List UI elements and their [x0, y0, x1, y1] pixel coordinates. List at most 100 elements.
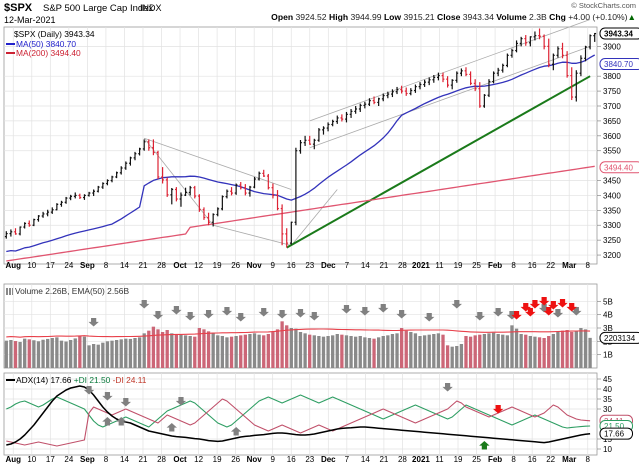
x-axis-label: 28 — [398, 455, 407, 464]
volume-arrow-gray — [451, 300, 462, 309]
volume-arrow-red — [538, 297, 550, 306]
adx-axis-label: 45 — [603, 375, 612, 384]
volume-bar — [372, 338, 376, 368]
volume-legend-text: Volume 2.26B, EMA(50) 2.56B — [15, 286, 130, 296]
volume-bar — [216, 335, 220, 368]
volume-bar — [427, 334, 431, 368]
volume-bar — [358, 336, 362, 368]
volume-bar — [151, 326, 156, 368]
volume-bar — [55, 337, 59, 368]
ma200-line — [6, 165, 595, 262]
volume-axis-label: 3B — [603, 324, 613, 333]
x-axis-label: 8 — [104, 261, 109, 270]
volume-bar — [326, 336, 330, 368]
x-axis-label: 21 — [379, 455, 388, 464]
adx-arrow-gray — [102, 392, 113, 401]
adx-arrow-gray — [120, 398, 132, 407]
volume-bar — [262, 335, 266, 368]
x-axis-label: 8 — [104, 455, 109, 464]
price-axis-label: 3550 — [603, 147, 621, 156]
volume-label: Volume — [496, 12, 527, 22]
value-tag-text: 3840.70 — [604, 60, 633, 69]
volume-bar — [271, 332, 275, 368]
x-axis-label: 2021 — [412, 455, 430, 464]
volume-bar — [413, 333, 418, 368]
x-axis-label: 2021 — [412, 261, 430, 270]
volume-bar — [91, 344, 96, 368]
volume-legend: Volume 2.26B, EMA(50) 2.56B — [6, 286, 129, 296]
volume-bar — [197, 328, 202, 368]
symbol-name: S&P 500 Large Cap Index — [43, 3, 154, 14]
volume-bar — [524, 334, 528, 368]
x-axis-label: Oct — [173, 455, 187, 464]
price-legend-text: $SPX (Daily) 3943.34 — [14, 29, 95, 39]
price-axis-label: 3300 — [603, 221, 621, 230]
price-axis-label: 3900 — [603, 42, 621, 51]
volume-arrow-red — [548, 301, 559, 310]
volume-arrow-red — [529, 300, 541, 309]
x-axis-label: 16 — [287, 455, 296, 464]
volume-arrow-gray — [396, 310, 407, 319]
volume-arrow-red — [543, 307, 554, 316]
value-tag-text: 3494.40 — [604, 163, 633, 172]
volume-bar — [542, 338, 546, 368]
low-value: 3915.21 — [403, 12, 435, 22]
x-axis-label: 28 — [157, 455, 166, 464]
volume-bar — [183, 335, 188, 368]
volume-bar — [331, 335, 335, 368]
x-axis-label: 8 — [586, 455, 591, 464]
volume-bar — [87, 345, 91, 368]
volume-bar — [395, 333, 399, 368]
x-axis-label: 14 — [120, 455, 129, 464]
volume-bar — [96, 344, 100, 368]
ohlc-bar-icon — [6, 30, 12, 38]
ma50-legend: MA(50) 3840.70 — [6, 39, 76, 49]
volume-bar — [78, 336, 82, 368]
value-tag-box — [599, 161, 639, 174]
volume-bar — [64, 341, 68, 368]
volume-bar — [4, 340, 8, 368]
x-axis-label: 10 — [27, 455, 36, 464]
volume-bar — [257, 334, 261, 368]
volume-bar — [344, 335, 349, 368]
x-axis-label: 9 — [270, 455, 275, 464]
mdi-legend-text: -DI 24.11 — [112, 375, 147, 385]
volume-bar — [101, 342, 105, 368]
volume-bar — [248, 334, 252, 368]
volume-bar — [399, 328, 404, 368]
volume-bar — [505, 335, 510, 368]
chart-header: $SPX S&P 500 Large Cap Index INDX 12-Mar… — [0, 0, 639, 30]
volume-bar — [409, 332, 413, 368]
volume-bar — [570, 332, 574, 368]
symbol-ticker[interactable]: $SPX — [4, 2, 33, 14]
x-axis-label: 28 — [157, 261, 166, 270]
symbol-exchange: INDX — [140, 3, 162, 13]
x-axis-label: 8 — [586, 261, 591, 270]
adx-axis-label: 10 — [603, 445, 612, 454]
volume-bar — [206, 331, 211, 368]
volume-bar — [193, 336, 197, 368]
volume-bar — [243, 334, 247, 368]
x-axis-label: 12 — [194, 455, 203, 464]
value-tag-box — [599, 427, 633, 440]
volume-bar — [404, 330, 408, 368]
volume-bar — [229, 336, 234, 368]
volume-bar — [482, 334, 487, 368]
volume-bar — [317, 336, 321, 368]
adx-arrow-gray-up — [166, 423, 177, 432]
close-value: 3943.34 — [462, 12, 494, 22]
volume-bar — [514, 328, 519, 368]
volume-bar — [160, 332, 165, 368]
x-axis-label: 21 — [139, 455, 148, 464]
volume-bar — [496, 334, 500, 368]
adx-arrow-gray-up — [116, 417, 127, 426]
volume-bar — [533, 336, 537, 368]
x-axis-label: Feb — [488, 455, 502, 464]
volume-bar — [59, 340, 64, 368]
volume-bar — [560, 330, 565, 368]
x-axis-label: 16 — [528, 261, 537, 270]
volume-arrow-red — [520, 303, 531, 312]
volume-bar — [266, 334, 270, 368]
volume-bar — [225, 337, 229, 368]
